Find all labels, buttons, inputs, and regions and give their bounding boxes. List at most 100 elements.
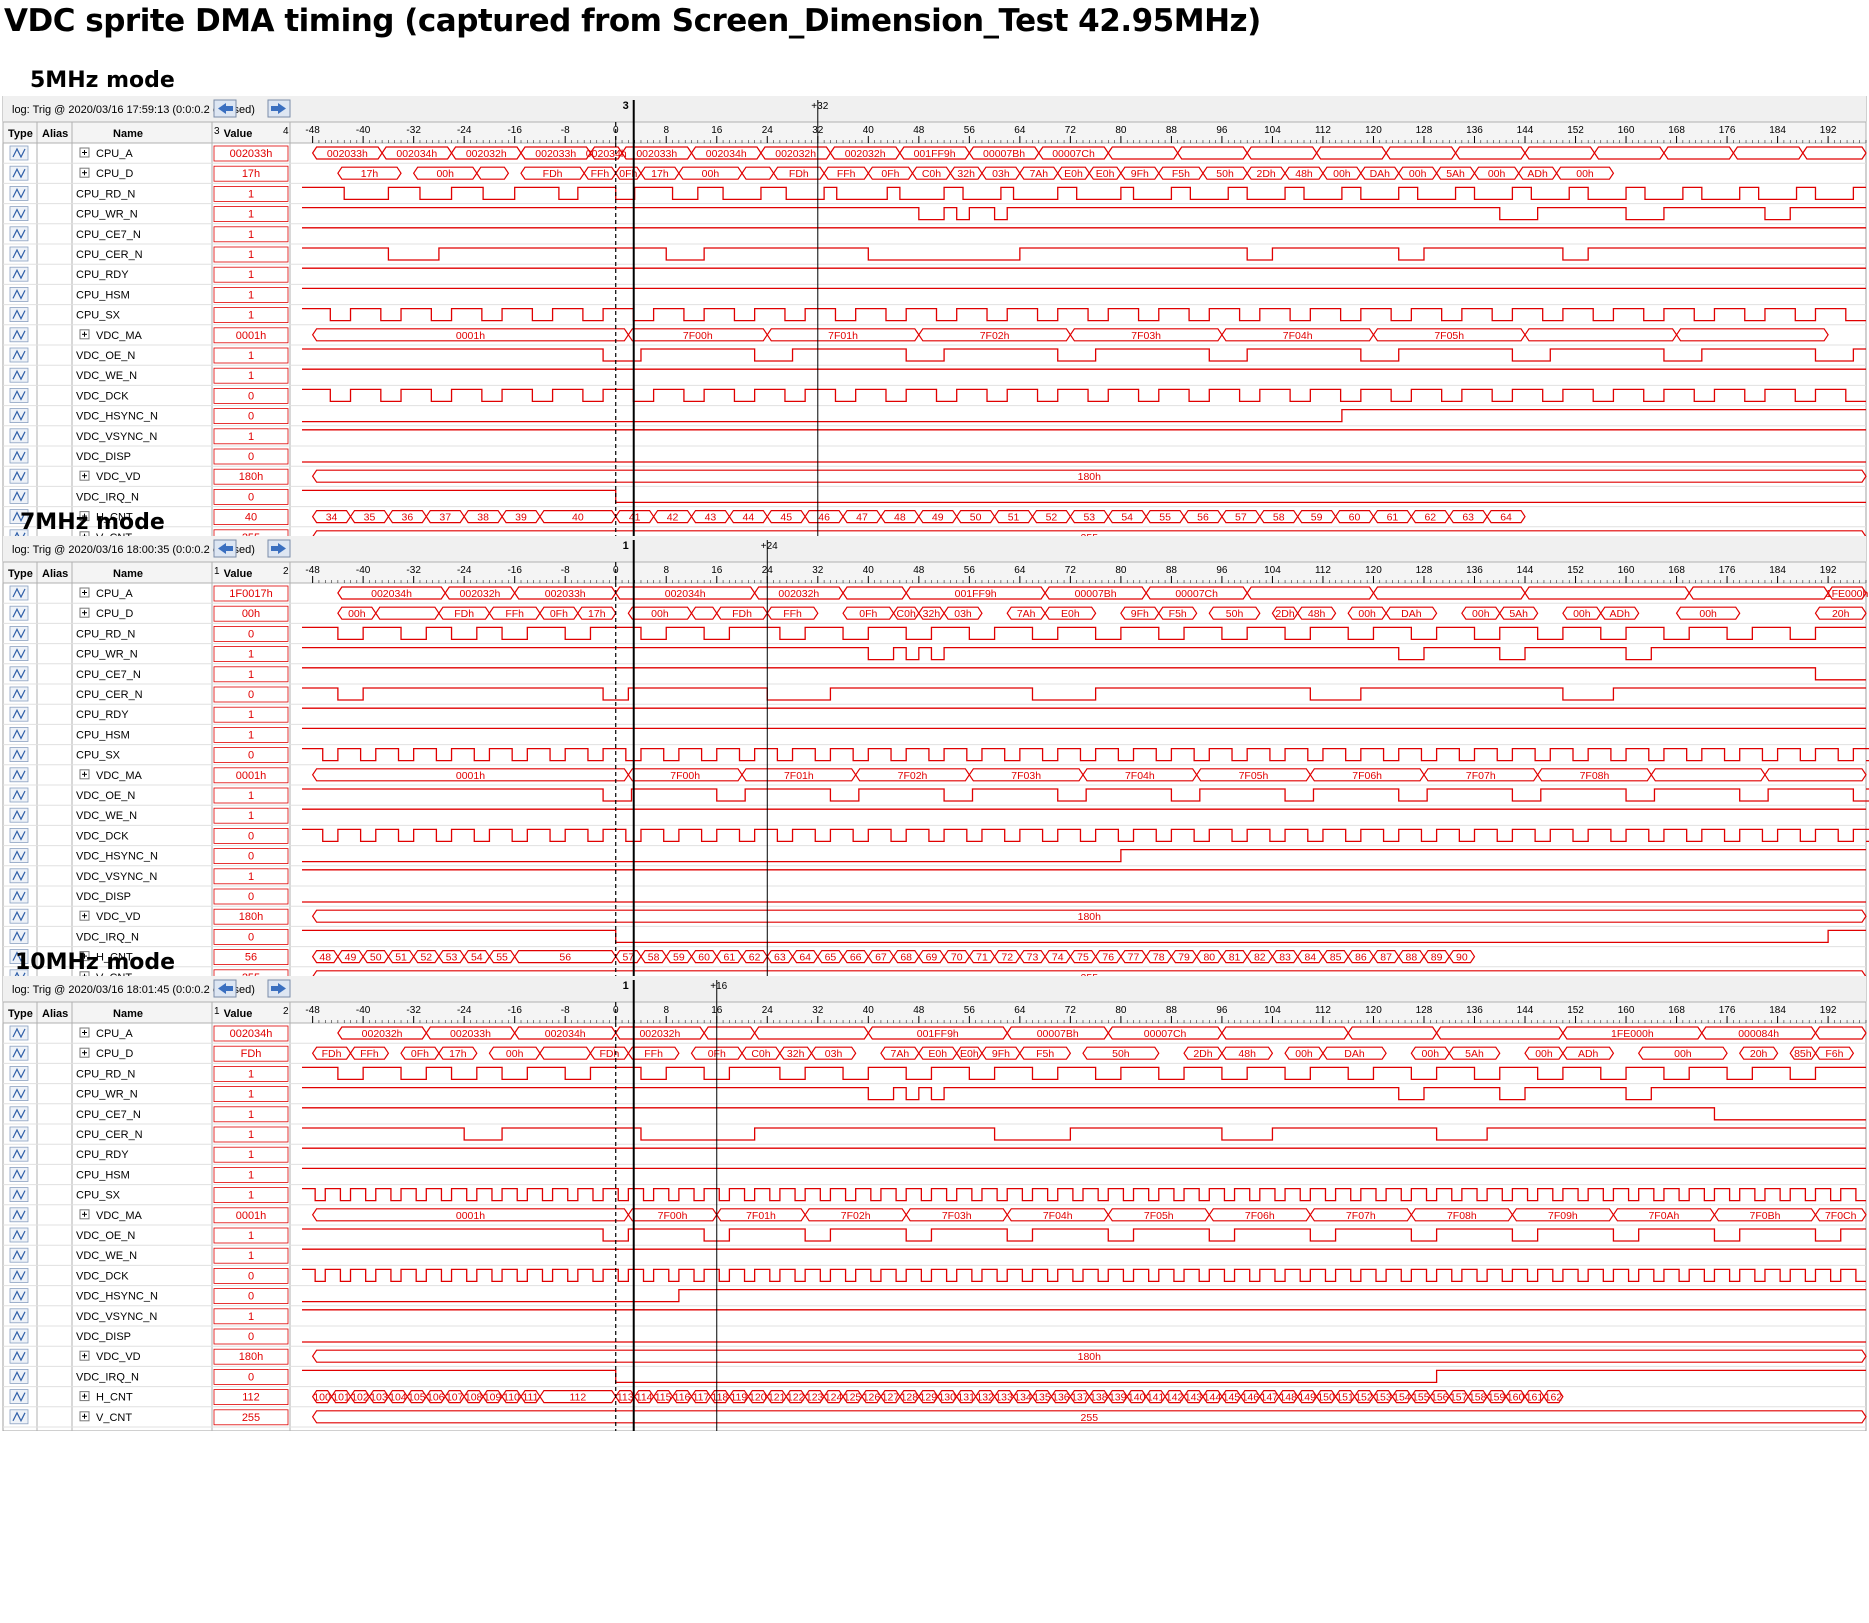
signal-row[interactable]: VDC_IRQ_N 0 (3, 1368, 1866, 1388)
column-header-type[interactable]: Type (8, 1008, 33, 1020)
column-header-alias[interactable]: Alias (42, 568, 68, 580)
signal-row[interactable]: H_CNT 40 34 35 36 37 38 39 40 41 42 43 44 45 46 47 48 49 5… (3, 509, 1866, 528)
signal-row[interactable]: VDC_OE_N 1 (3, 347, 1866, 366)
signal-row[interactable]: VDC_WE_N 1 (3, 807, 1866, 826)
signal-row[interactable]: CPU_CE7_N 1 (3, 1106, 1866, 1125)
signal-row[interactable]: H_CNT 112 100 101 102 103 104 105 106 107 108 109 11… (3, 1389, 1866, 1408)
column-header-type[interactable]: Type (8, 128, 33, 140)
signal-row[interactable]: CPU_CER_N 1 (3, 246, 1866, 265)
signal-row[interactable]: CPU_CE7_N 1 (3, 666, 1866, 685)
ruler-tick-label: 112 (1315, 565, 1331, 576)
signal-row[interactable]: CPU_D FDh FDh FFh 0Fh 17h 00h FDh FFh 0Fh C0h 32h 03… (3, 1045, 1866, 1064)
signal-row[interactable]: CPU_CE7_N 1 (3, 226, 1866, 245)
signal-row[interactable]: VDC_VSYNC_N 1 (3, 1308, 1866, 1327)
expand-icon[interactable] (79, 147, 90, 158)
signal-row[interactable]: VDC_HSYNC_N 0 (3, 1288, 1866, 1307)
expand-icon[interactable] (79, 329, 90, 340)
expand-icon[interactable] (79, 167, 90, 178)
signal-row[interactable]: CPU_WR_N 1 (3, 206, 1866, 225)
ruler-tick-label: 184 (1769, 565, 1786, 576)
signal-row[interactable]: VDC_WE_N 1 (3, 1247, 1866, 1266)
expand-icon[interactable] (79, 1209, 90, 1220)
column-header-value[interactable]: Value (224, 128, 253, 140)
signal-row[interactable]: CPU_HSM 1 (3, 1166, 1866, 1186)
column-header-name[interactable]: Name (113, 1008, 143, 1020)
single-signal-icon (9, 186, 29, 201)
signal-row[interactable]: VDC_DCK 0 (3, 1267, 1866, 1287)
column-header-value[interactable]: Value (224, 568, 253, 580)
scroll-left-icon[interactable] (213, 539, 237, 558)
expand-icon[interactable] (79, 910, 90, 921)
scroll-left-icon[interactable] (213, 979, 237, 998)
single-signal-icon (9, 1227, 29, 1243)
signal-row[interactable]: CPU_CER_N 0 (3, 686, 1866, 705)
expand-icon[interactable] (79, 1027, 90, 1038)
signal-row[interactable]: VDC_VSYNC_N 1 (3, 868, 1866, 887)
expand-icon[interactable] (79, 951, 90, 962)
signal-row[interactable]: VDC_WE_N 1 (3, 367, 1866, 386)
column-header-name[interactable]: Name (113, 568, 143, 580)
signal-row[interactable]: VDC_VD 180h 180h (3, 468, 1867, 487)
scroll-left-icon[interactable] (213, 99, 237, 118)
signal-row[interactable]: CPU_RDY 1 (3, 266, 1866, 285)
column-header-type[interactable]: Type (8, 568, 33, 580)
signal-row[interactable]: CPU_RD_N 1 (3, 1066, 1866, 1085)
expand-icon[interactable] (79, 769, 90, 780)
signal-row[interactable]: VDC_OE_N 1 (3, 787, 1869, 806)
signal-row[interactable]: VDC_MA 0001h 0001h 7F00h 7F01h 7F02h 7F03h 7F04… (3, 767, 1867, 786)
column-header-alias[interactable]: Alias (42, 1008, 68, 1020)
signal-row[interactable]: VDC_DCK 0 (3, 387, 1866, 407)
signal-row[interactable]: VDC_DCK 0 (3, 827, 1869, 847)
signal-row[interactable]: CPU_WR_N 1 (3, 646, 1866, 665)
signal-row[interactable]: CPU_D 00h 00h FDh FFh 0Fh 17h 00h FDh FFh 0Fh C0h 32… (3, 605, 1867, 624)
signal-row[interactable]: VDC_VSYNC_N 1 (3, 428, 1866, 447)
signal-row[interactable]: VDC_DISP 0 (3, 448, 1866, 467)
signal-row[interactable]: CPU_SX 1 (3, 307, 1866, 326)
signal-row[interactable]: CPU_SX 0 (3, 747, 1869, 766)
scroll-right-icon[interactable] (267, 979, 291, 998)
signal-row[interactable]: VDC_HSYNC_N 0 (3, 848, 1866, 867)
signal-row[interactable]: VDC_DISP 0 (3, 888, 1866, 907)
expand-icon[interactable] (79, 511, 90, 522)
column-header-alias[interactable]: Alias (42, 128, 68, 140)
signal-row[interactable]: VDC_DISP 0 (3, 1328, 1866, 1347)
signal-row[interactable]: H_CNT 56 48 49 50 51 52 53 54 55 56 57 58 59 60 61 62 63 6… (3, 949, 1866, 968)
bus-value: 121 (768, 1392, 786, 1404)
signal-row[interactable]: CPU_WR_N 1 (3, 1086, 1866, 1105)
signal-row[interactable]: VDC_VD 180h 180h (3, 1348, 1867, 1367)
expand-icon[interactable] (79, 1411, 90, 1422)
bus-value: 72 (1001, 952, 1013, 964)
signal-row[interactable]: CPU_RDY 1 (3, 706, 1866, 725)
signal-row[interactable]: VDC_HSYNC_N 0 (3, 408, 1866, 427)
signal-row[interactable]: VDC_OE_N 1 (3, 1227, 1866, 1246)
signal-row[interactable]: VDC_MA 0001h 0001h 7F00h 7F01h 7F02h 7F03h 7F04… (3, 327, 1866, 346)
signal-row[interactable]: VDC_IRQ_N 0 (3, 928, 1866, 948)
bus-value: 0Fh (550, 608, 568, 620)
signal-row[interactable]: CPU_RD_N 0 (3, 626, 1866, 645)
expand-icon[interactable] (79, 1350, 90, 1361)
scroll-right-icon[interactable] (267, 99, 291, 118)
expand-icon[interactable] (79, 587, 90, 598)
signal-row[interactable]: CPU_HSM 1 (3, 286, 1866, 306)
expand-icon[interactable] (79, 1391, 90, 1402)
signal-name: CPU_WR_N (76, 209, 138, 221)
expand-icon[interactable] (79, 607, 90, 618)
column-header-value[interactable]: Value (224, 1008, 253, 1020)
expand-icon[interactable] (79, 470, 90, 481)
signal-row[interactable]: CPU_A 1F0017h 002034h 002032h 002033h 002034h… (3, 585, 1869, 604)
signal-row[interactable]: V_CNT 255 255 (3, 1409, 1867, 1428)
scroll-right-icon[interactable] (267, 539, 291, 558)
column-header-name[interactable]: Name (113, 128, 143, 140)
signal-row[interactable]: CPU_CER_N 1 (3, 1126, 1866, 1145)
signal-row[interactable]: CPU_RDY 1 (3, 1146, 1866, 1165)
signal-row[interactable]: CPU_HSM 1 (3, 726, 1866, 746)
signal-row[interactable]: CPU_SX 1 (3, 1187, 1866, 1206)
bus-segment (1044, 606, 1097, 620)
signal-row[interactable]: CPU_A 002034h 002032h 002033h 002034h 002032h… (3, 1025, 1867, 1044)
signal-row[interactable]: CPU_D 17h 17h 00h FDh FFh 0Fh 17h 00h FDh FFh 0Fh C0… (3, 165, 1866, 184)
signal-row[interactable]: VDC_VD 180h 180h (3, 908, 1867, 927)
signal-row[interactable]: CPU_A 002033h 002033h 002034h 002032h 002033h… (3, 145, 1867, 164)
expand-icon[interactable] (79, 1047, 90, 1058)
signal-row[interactable]: VDC_MA 0001h 0001h 7F00h 7F01h 7F02h 7F03h 7F04… (3, 1207, 1867, 1226)
signal-name: VDC_OE_N (76, 1230, 135, 1242)
